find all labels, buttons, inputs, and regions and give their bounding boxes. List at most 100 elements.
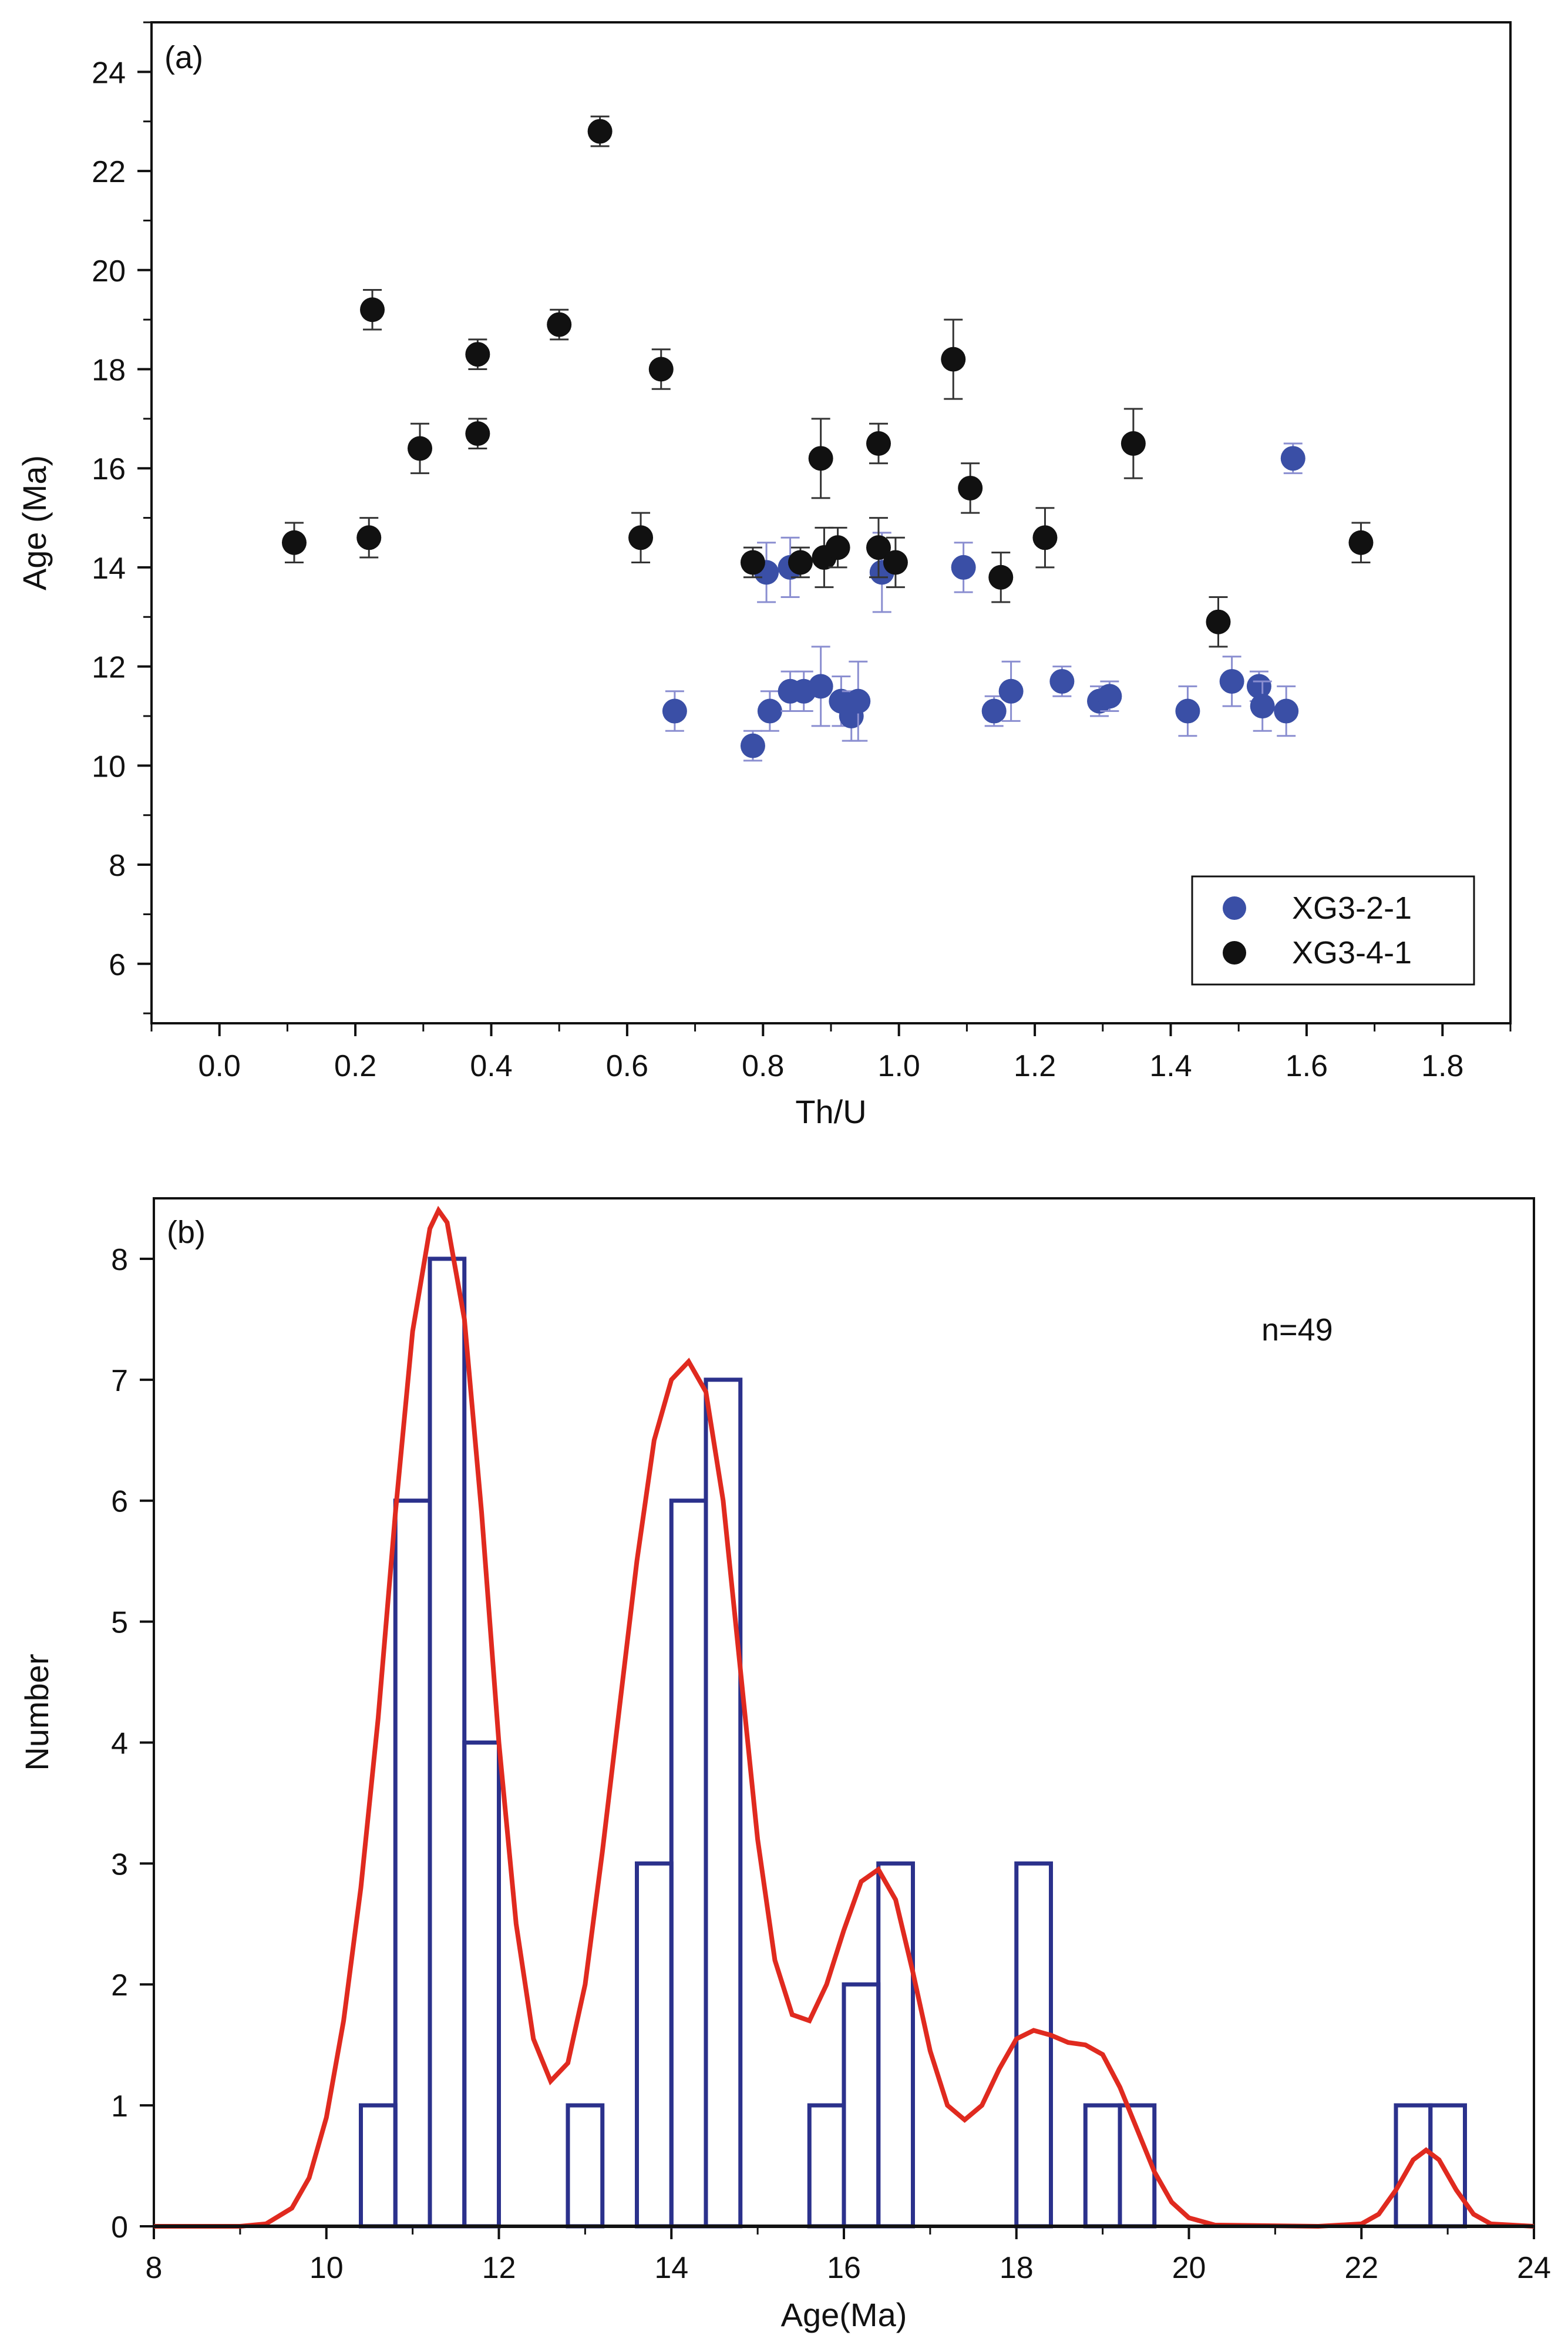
data-point-xg3-4-1 bbox=[866, 517, 891, 579]
marker bbox=[662, 698, 687, 724]
marker bbox=[1219, 668, 1244, 694]
x-tick-label: 22 bbox=[1344, 2251, 1378, 2285]
y-tick-label: 8 bbox=[111, 1243, 128, 1277]
legend-marker-xg3-4-1 bbox=[1223, 941, 1246, 965]
data-point-xg3-4-1 bbox=[1206, 596, 1231, 648]
x-tick-label: 1.4 bbox=[1149, 1049, 1192, 1083]
data-point-xg3-2-1 bbox=[1274, 685, 1299, 737]
panel-a-x-tick-labels: 0.0 0.2 0.4 0.6 0.8 1.0 1.2 1.4 1.6 1.8 bbox=[198, 1049, 1464, 1083]
data-point-xg3-4-1 bbox=[587, 115, 613, 147]
marker bbox=[1097, 684, 1122, 709]
data-point-xg3-4-1 bbox=[988, 552, 1014, 603]
y-tick-label: 6 bbox=[109, 948, 126, 982]
y-tick-label: 5 bbox=[111, 1606, 128, 1640]
marker bbox=[740, 733, 765, 758]
legend-box bbox=[1191, 875, 1475, 986]
x-tick-label: 14 bbox=[654, 2251, 688, 2285]
data-point-xg3-2-1 bbox=[662, 690, 687, 732]
y-tick-label: 6 bbox=[111, 1485, 128, 1519]
y-tick-label: 20 bbox=[92, 254, 126, 288]
y-tick-label: 12 bbox=[92, 651, 126, 685]
data-point-xg3-4-1 bbox=[1032, 507, 1058, 569]
panel-b-x-tick-labels: 8 10 12 14 16 18 20 22 24 bbox=[146, 2251, 1551, 2285]
marker bbox=[1049, 668, 1075, 694]
marker bbox=[988, 565, 1014, 590]
y-tick-label: 8 bbox=[109, 849, 126, 883]
data-point-xg3-4-1 bbox=[628, 512, 654, 563]
x-tick-label: 0.0 bbox=[198, 1049, 241, 1083]
panel-b-y-axis-label: Number bbox=[18, 1654, 55, 1770]
panel-a-points bbox=[281, 115, 1374, 762]
x-tick-label: 1.6 bbox=[1286, 1049, 1328, 1083]
data-point-xg3-4-1 bbox=[356, 517, 382, 559]
marker bbox=[981, 698, 1007, 724]
panel-a-scatter: 0.0 0.2 0.4 0.6 0.8 1.0 1.2 1.4 1.6 1.8 6 8 10 12 14 1… bbox=[16, 21, 1512, 1130]
data-point-xg3-2-1 bbox=[808, 646, 833, 727]
marker bbox=[465, 421, 490, 446]
data-point-xg3-4-1 bbox=[408, 422, 433, 475]
data-point-xg3-2-1 bbox=[1280, 442, 1305, 475]
marker bbox=[1206, 609, 1231, 634]
marker bbox=[547, 312, 572, 337]
data-point-xg3-2-1 bbox=[1097, 680, 1122, 713]
panel-a-x-axis-label: Th/U bbox=[795, 1093, 866, 1130]
marker bbox=[825, 535, 850, 560]
data-point-xg3-4-1 bbox=[808, 418, 833, 499]
y-tick-label: 2 bbox=[111, 1968, 128, 2002]
marker bbox=[648, 357, 674, 382]
data-point-xg3-2-1 bbox=[1175, 685, 1200, 737]
marker bbox=[788, 550, 813, 575]
x-tick-label: 0.6 bbox=[606, 1049, 648, 1083]
sample-count-annotation: n=49 bbox=[1261, 1312, 1333, 1348]
marker bbox=[408, 436, 433, 461]
x-tick-label: 8 bbox=[146, 2251, 163, 2285]
data-point-xg3-4-1 bbox=[1121, 408, 1146, 479]
data-point-xg3-2-1 bbox=[757, 690, 782, 732]
x-tick-label: 1.8 bbox=[1421, 1049, 1463, 1083]
marker bbox=[941, 347, 966, 372]
data-point-xg3-2-1 bbox=[740, 730, 765, 762]
y-tick-label: 7 bbox=[111, 1364, 128, 1398]
data-point-xg3-4-1 bbox=[941, 318, 966, 400]
x-tick-label: 1.2 bbox=[1014, 1049, 1056, 1083]
marker bbox=[356, 525, 382, 550]
data-point-xg3-4-1 bbox=[1348, 522, 1374, 563]
x-tick-label: 24 bbox=[1517, 2251, 1551, 2285]
marker bbox=[1175, 698, 1200, 724]
marker bbox=[587, 119, 613, 144]
data-point-xg3-2-1 bbox=[1219, 656, 1244, 707]
data-point-xg3-2-1 bbox=[1049, 666, 1075, 697]
legend-label-xg3-4-1: XG3-4-1 bbox=[1292, 935, 1412, 970]
x-tick-label: 12 bbox=[482, 2251, 516, 2285]
panel-a-label: (a) bbox=[164, 40, 203, 75]
data-point-xg3-4-1 bbox=[648, 348, 674, 390]
data-point-xg3-4-1 bbox=[883, 536, 908, 589]
marker bbox=[628, 525, 654, 550]
marker bbox=[1032, 525, 1058, 550]
data-point-xg3-4-1 bbox=[788, 546, 813, 579]
y-tick-label: 18 bbox=[92, 353, 126, 387]
data-point-xg3-2-1 bbox=[951, 542, 976, 593]
y-tick-label: 16 bbox=[92, 452, 126, 486]
marker bbox=[1348, 530, 1374, 555]
panel-b-label: (b) bbox=[167, 1215, 206, 1250]
x-tick-label: 18 bbox=[1000, 2251, 1034, 2285]
data-point-xg3-2-1 bbox=[998, 660, 1024, 722]
marker bbox=[1246, 674, 1271, 699]
y-tick-label: 10 bbox=[92, 750, 126, 784]
x-tick-label: 1.0 bbox=[878, 1049, 920, 1083]
marker bbox=[465, 342, 490, 367]
x-tick-label: 20 bbox=[1172, 2251, 1206, 2285]
data-point-xg3-2-1 bbox=[1250, 680, 1275, 732]
data-point-xg3-4-1 bbox=[866, 422, 891, 465]
marker bbox=[1280, 446, 1305, 471]
marker bbox=[757, 698, 782, 724]
y-tick-label: 1 bbox=[111, 2089, 128, 2123]
data-point-xg3-4-1 bbox=[360, 289, 385, 331]
y-tick-label: 4 bbox=[111, 1726, 128, 1760]
panel-a-y-tick-labels: 6 8 10 12 14 16 18 20 22 24 bbox=[92, 56, 126, 982]
x-tick-label: 0.2 bbox=[334, 1049, 376, 1083]
